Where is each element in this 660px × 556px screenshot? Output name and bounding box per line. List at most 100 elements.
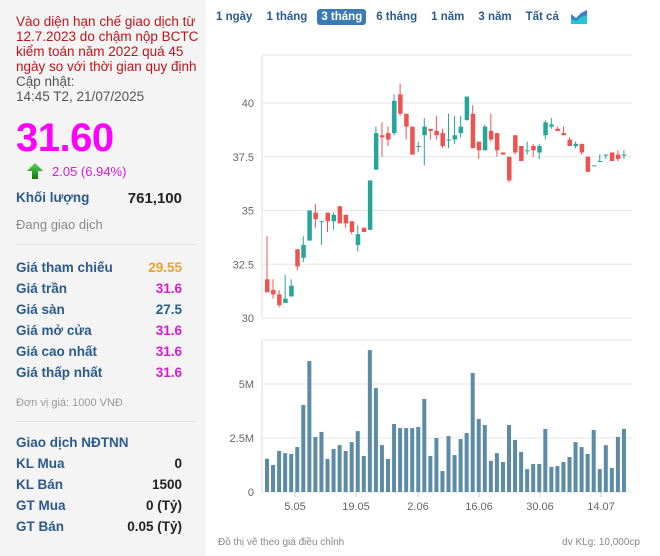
candle: [573, 143, 579, 146]
candle: [458, 126, 464, 134]
candle: [301, 244, 306, 258]
y-tick-label: 30: [242, 313, 254, 325]
foreign-row-label: KL Mua: [16, 456, 65, 471]
candle: [470, 113, 476, 149]
volume-bar: [313, 436, 318, 492]
volume-bar: [428, 455, 433, 492]
tab-tất-cả[interactable]: Tất cả: [525, 11, 559, 23]
volume-bar: [561, 461, 566, 492]
foreign-row-value: 1500: [151, 477, 182, 492]
volume-bar: [543, 428, 548, 492]
tab-1-tháng[interactable]: 1 tháng: [266, 11, 308, 23]
volume-bar: [416, 426, 421, 492]
foreign-row-label: GT Mua: [16, 498, 66, 513]
volume-bar: [398, 428, 403, 492]
volume-bar: [271, 465, 276, 492]
volume-bar: [464, 433, 469, 492]
candle: [434, 130, 439, 136]
candle: [392, 100, 397, 134]
candle: [609, 152, 615, 162]
price-row-value: 31.6: [155, 365, 182, 380]
x-tick-label: 30.06: [526, 501, 554, 513]
candle: [404, 113, 409, 127]
candle: [428, 128, 433, 131]
volume-bar: [349, 442, 354, 492]
candle: [361, 227, 367, 232]
candle: [567, 139, 572, 146]
volume-bar: [301, 404, 306, 492]
volume-bar: [470, 372, 475, 492]
volume-label: Khối lượng: [16, 190, 90, 205]
chart-type-icon[interactable]: [570, 10, 587, 24]
price-row: Giá sàn 27.5: [16, 299, 182, 320]
volume-bar: [525, 469, 530, 492]
candle: [313, 212, 318, 220]
volume-bar: [488, 460, 493, 492]
candle: [337, 206, 343, 224]
tab-3-tháng[interactable]: 3 tháng: [317, 9, 367, 25]
candle: [585, 156, 591, 172]
volume-bar: [555, 466, 560, 492]
candle: [615, 154, 621, 159]
volume-row: Khối lượng 761,100: [16, 190, 182, 207]
candle: [410, 126, 415, 155]
volume-value: 761,100: [127, 190, 182, 207]
tab-3-năm[interactable]: 3 năm: [478, 11, 512, 23]
candle: [271, 290, 276, 295]
volume-bar: [597, 469, 602, 492]
y-tick-label: 2.5M: [230, 433, 254, 445]
volume-bar: [355, 431, 360, 492]
tab-6-tháng[interactable]: 6 tháng: [376, 11, 418, 23]
trading-status: Đang giao dịch: [16, 217, 103, 232]
volume-bar: [422, 398, 427, 492]
volume-bar: [367, 350, 372, 492]
volume-bar: [621, 428, 626, 492]
volume-bar: [446, 436, 451, 492]
volume-bar: [343, 450, 348, 492]
volume-bar: [591, 430, 596, 492]
y-tick-label: 35: [242, 206, 254, 218]
candle: [464, 96, 470, 121]
volume-bar: [494, 453, 499, 492]
candle: [452, 135, 458, 140]
volume-bar: [289, 453, 294, 492]
candle: [386, 133, 391, 140]
foreign-row-value: 0: [174, 456, 182, 471]
candle: [500, 152, 506, 155]
volume-bar: [319, 431, 324, 492]
volume-bar: [573, 442, 578, 492]
y-tick-label: 40: [242, 98, 254, 110]
foreign-row: GT Mua 0 (Tỷ): [16, 495, 182, 516]
volume-bar: [392, 423, 397, 492]
volume-bar: [482, 425, 487, 492]
restriction-notice: Vào diện hạn chế giao dịch từ 12.7.2023 …: [16, 14, 199, 74]
candle: [398, 94, 403, 114]
price-row-label: Giá mở cửa: [16, 323, 92, 338]
price-row: Giá thấp nhất 31.6: [16, 362, 182, 383]
volume-bar: [567, 457, 572, 492]
volume-bar: [331, 449, 336, 492]
volume-bar: [458, 439, 463, 492]
candle: [597, 161, 603, 163]
candle: [537, 146, 542, 153]
candle: [422, 126, 427, 136]
tab-1-năm[interactable]: 1 năm: [431, 11, 465, 23]
foreign-row: KL Mua 0: [16, 453, 182, 474]
price-row-value: 27.5: [155, 302, 182, 317]
candle: [343, 214, 349, 224]
tab-1-ngày[interactable]: 1 ngày: [216, 11, 253, 23]
volume-bar: [404, 428, 409, 492]
volume-bar: [609, 468, 614, 492]
candle: [482, 126, 488, 151]
price-volume-chart[interactable]: 30 32.5 35 37.5 40 0 2.5M 5M 5.05 19.05 2.06 16.06 3…: [206, 40, 660, 536]
volume-bar: [361, 455, 366, 492]
volume-bar: [440, 471, 445, 492]
foreign-row-label: KL Bán: [16, 477, 64, 492]
divider: [16, 421, 196, 422]
quote-panel: Vào diện hạn chế giao dịch từ 12.7.2023 …: [0, 0, 206, 556]
candle: [476, 141, 482, 151]
candle: [561, 133, 566, 136]
price-row-label: Giá sàn: [16, 302, 65, 317]
foreign-list: KL Mua 0 KL Bán 1500 GT Mua 0 (Tỷ) GT Bán 0.05 …: [16, 453, 206, 537]
volume-bar: [615, 436, 620, 492]
